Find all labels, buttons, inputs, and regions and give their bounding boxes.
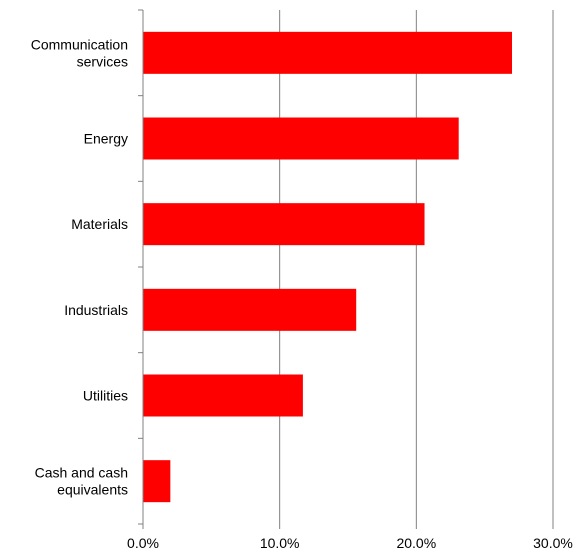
x-tick-label: 10.0% (260, 535, 300, 551)
bar (143, 288, 357, 331)
x-tick-label: 30.0% (533, 535, 573, 551)
x-tick-label: 20.0% (396, 535, 436, 551)
category-label: Utilities (83, 388, 128, 404)
x-tick-labels: 0.0% 10.0% 20.0% 30.0% (127, 535, 573, 551)
category-label: Energy (84, 131, 128, 147)
y-axis (138, 9, 554, 529)
bar (143, 117, 459, 160)
bars (143, 31, 512, 503)
category-label: Industrials (64, 302, 128, 318)
category-label: Communication services (31, 36, 128, 69)
category-label: Materials (71, 216, 128, 232)
category-labels: Communication services Energy Materials Indu… (31, 36, 128, 497)
category-label: Cash and cash equivalents (35, 465, 128, 498)
bar (143, 374, 303, 417)
bar (143, 31, 512, 74)
x-tick-label: 0.0% (127, 535, 159, 551)
bar (143, 203, 425, 246)
grid-lines (279, 10, 554, 524)
bar (143, 460, 171, 503)
